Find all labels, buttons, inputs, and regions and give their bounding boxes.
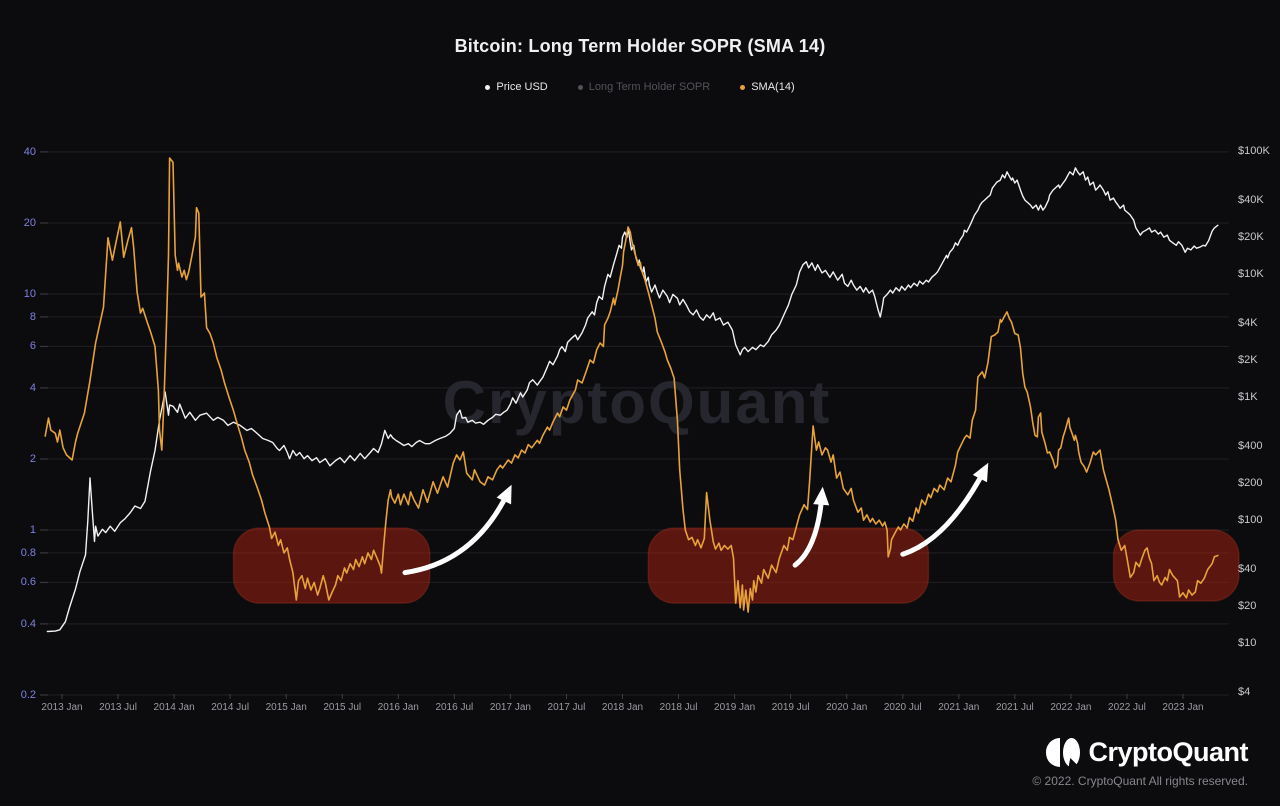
footer: CryptoQuant © 2022. CryptoQuant All righ…: [1032, 737, 1248, 788]
watermark-text: CryptoQuant: [443, 369, 832, 436]
legend-label-price-usd: Price USD: [496, 81, 548, 93]
trend-arrow: [900, 467, 988, 557]
trend-arrow-head: [972, 462, 989, 483]
legend-label-sma14: SMA(14): [751, 81, 795, 93]
cryptoquant-logo: CryptoQuant: [1032, 737, 1248, 768]
legend: Price USD Long Term Holder SOPR SMA(14): [0, 81, 1280, 93]
trend-arrow-head: [813, 486, 830, 506]
logo-text: CryptoQuant: [1088, 737, 1249, 767]
legend-item-lth-sopr[interactable]: Long Term Holder SOPR: [577, 81, 711, 93]
highlight-box: [1112, 529, 1240, 602]
trend-arrow-head: [496, 484, 512, 505]
lth-sopr-dot-icon: [577, 84, 583, 90]
legend-item-price-usd[interactable]: Price USD: [485, 81, 548, 93]
page-title: Bitcoin: Long Term Holder SOPR (SMA 14): [454, 36, 826, 56]
copyright-text: © 2022. CryptoQuant All rights reserved.: [1032, 774, 1248, 788]
cryptoquant-logo-icon: [1045, 738, 1080, 767]
legend-item-sma14[interactable]: SMA(14): [740, 81, 795, 93]
price-usd-dot-icon: [485, 84, 491, 90]
highlight-box: [647, 527, 930, 604]
sma-line-path: [44, 157, 1219, 613]
sma14-dot-icon: [740, 84, 746, 90]
trend-arrow: [402, 489, 511, 576]
legend-label-lth-sopr: Long Term Holder SOPR: [588, 81, 711, 93]
price-line-path: [46, 167, 1219, 633]
